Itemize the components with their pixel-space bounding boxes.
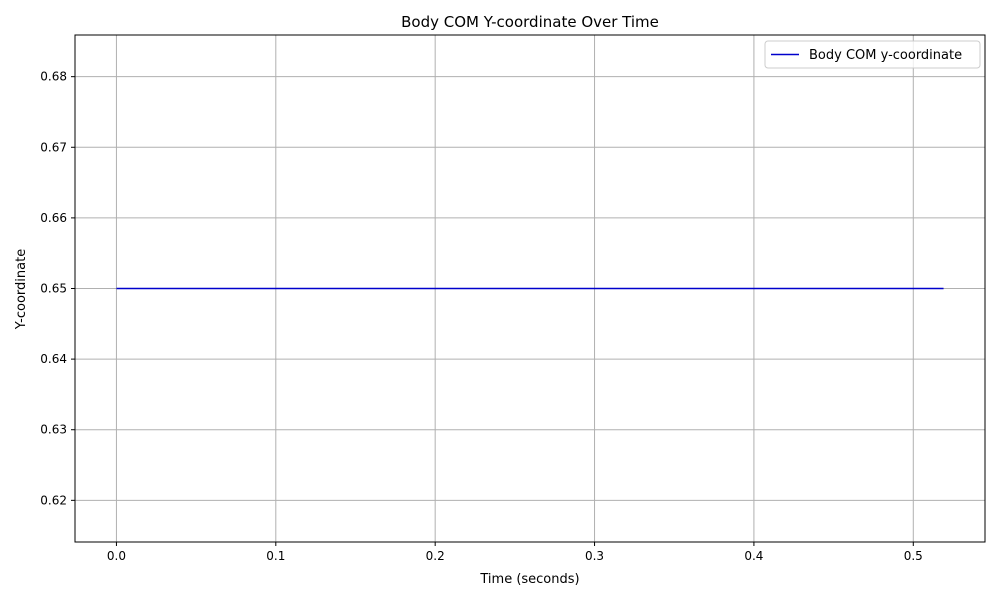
tick-layer: 0.0 0.1 0.2 0.3 0.4 0.5 0.62 0.63 0.64 0.65 0.66 0.… bbox=[40, 70, 923, 563]
x-tick-label: 0.2 bbox=[426, 549, 445, 563]
chart-title: Body COM Y-coordinate Over Time bbox=[401, 13, 659, 31]
x-tick-label: 0.4 bbox=[744, 549, 763, 563]
y-tick-label: 0.67 bbox=[40, 140, 67, 154]
x-tick-label: 0.0 bbox=[107, 549, 126, 563]
y-tick-label: 0.65 bbox=[40, 282, 67, 296]
y-tick-label: 0.66 bbox=[40, 211, 67, 225]
y-tick-label: 0.62 bbox=[40, 493, 67, 507]
y-tick-label: 0.63 bbox=[40, 423, 67, 437]
x-tick-label: 0.1 bbox=[266, 549, 285, 563]
y-tick-label: 0.64 bbox=[40, 352, 67, 366]
legend-label: Body COM y-coordinate bbox=[809, 48, 962, 63]
x-tick-label: 0.3 bbox=[585, 549, 604, 563]
legend: Body COM y-coordinate bbox=[764, 40, 981, 69]
x-axis-label: Time (seconds) bbox=[479, 572, 579, 587]
y-axis-label: Y-coordinate bbox=[14, 249, 29, 330]
legend-box bbox=[764, 40, 981, 69]
y-tick-label: 0.68 bbox=[40, 70, 67, 84]
x-tick-label: 0.5 bbox=[904, 549, 923, 563]
